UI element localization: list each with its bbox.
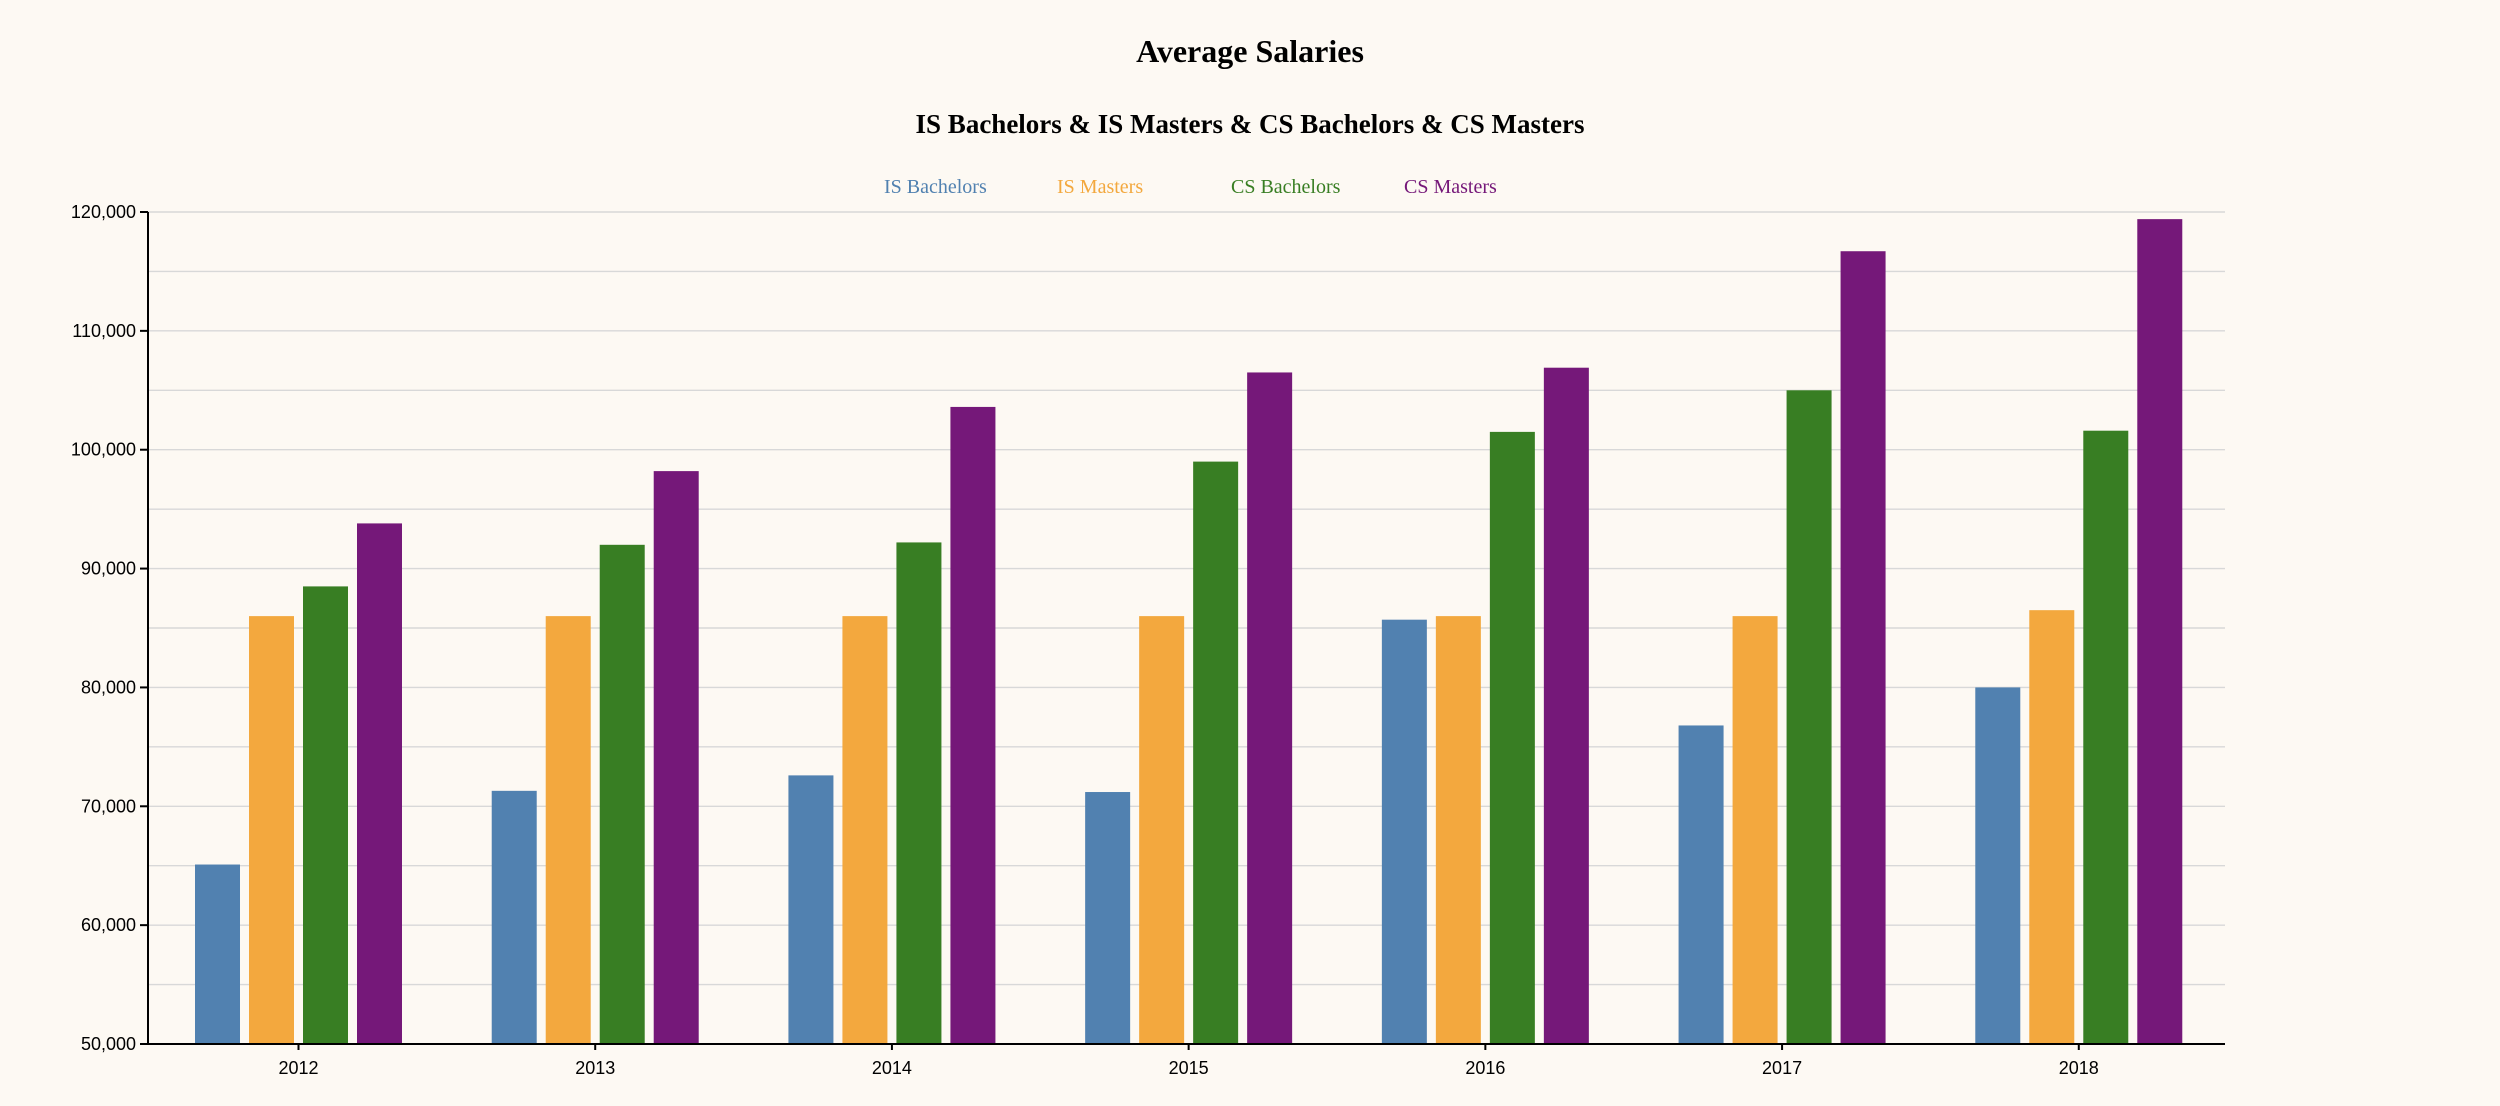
bar-is-masters-2015 <box>1139 616 1185 1044</box>
legend-item-cs-bachelors: CS Bachelors <box>1231 176 1341 198</box>
bar-is-bachelors-2014 <box>788 775 834 1044</box>
bar-is-masters-2012 <box>249 616 294 1044</box>
bar-is-masters-2013 <box>545 616 591 1044</box>
y-tick-label: 100,000 <box>71 440 136 460</box>
bar-cs-bachelors-2016 <box>1489 431 1535 1044</box>
y-tick-label: 50,000 <box>81 1034 136 1054</box>
bar-is-bachelors-2016 <box>1381 619 1427 1044</box>
x-tick-label: 2014 <box>872 1058 912 1078</box>
bar-cs-masters-2013 <box>653 471 699 1044</box>
bar-cs-bachelors-2014 <box>896 542 942 1044</box>
x-tick-label: 2018 <box>2059 1058 2099 1078</box>
bar-is-masters-2017 <box>1732 616 1778 1044</box>
bar-cs-bachelors-2018 <box>2083 430 2129 1044</box>
bar-cs-masters-2014 <box>950 406 996 1044</box>
bar-is-masters-2018 <box>2029 610 2075 1044</box>
axes: 50,000 60,000 70,000 80,000 90,000 100,000 110… <box>71 202 2225 1078</box>
chart-subtitle: IS Bachelors & IS Masters & CS Bachelors… <box>916 109 1585 139</box>
x-tick-label: 2012 <box>278 1058 318 1078</box>
bar-is-bachelors-2017 <box>1678 725 1724 1044</box>
bar-cs-masters-2017 <box>1840 251 1886 1045</box>
y-tick-label: 80,000 <box>81 677 136 697</box>
y-tick-label: 70,000 <box>81 796 136 816</box>
bar-cs-masters-2015 <box>1247 372 1293 1044</box>
legend-item-is-masters: IS Masters <box>1057 176 1143 198</box>
y-tick-label: 120,000 <box>71 202 136 222</box>
bar-is-bachelors-2012 <box>195 864 240 1044</box>
bar-is-bachelors-2018 <box>1975 687 2021 1044</box>
x-tick-label: 2015 <box>1169 1058 1209 1078</box>
bar-is-bachelors-2015 <box>1085 792 1131 1044</box>
x-tick-label: 2013 <box>575 1058 615 1078</box>
bar-cs-bachelors-2017 <box>1786 390 1832 1044</box>
legend-item-is-bachelors: IS Bachelors <box>884 176 987 198</box>
bar-cs-masters-2018 <box>2137 219 2183 1045</box>
bar-cs-bachelors-2015 <box>1193 461 1239 1045</box>
x-tick-label: 2017 <box>1762 1058 1802 1078</box>
chart-title: Average Salaries <box>1136 33 1364 69</box>
bar-cs-masters-2016 <box>1543 367 1589 1044</box>
x-tick-label: 2016 <box>1465 1058 1505 1078</box>
bars <box>195 219 2183 1045</box>
y-tick-label: 60,000 <box>81 915 136 935</box>
legend-item-cs-masters: CS Masters <box>1404 176 1497 198</box>
bar-is-masters-2016 <box>1435 616 1481 1044</box>
gridlines <box>148 211 2225 986</box>
bar-cs-bachelors-2012 <box>303 586 348 1044</box>
bar-is-masters-2014 <box>842 616 888 1044</box>
legend: IS Bachelors IS Masters CS Bachelors CS Mas… <box>884 176 1497 198</box>
bar-cs-bachelors-2013 <box>599 544 645 1044</box>
y-tick-label: 90,000 <box>81 559 136 579</box>
bar-cs-masters-2012 <box>357 523 402 1044</box>
bar-is-bachelors-2013 <box>491 790 537 1044</box>
y-tick-label: 110,000 <box>72 321 136 341</box>
